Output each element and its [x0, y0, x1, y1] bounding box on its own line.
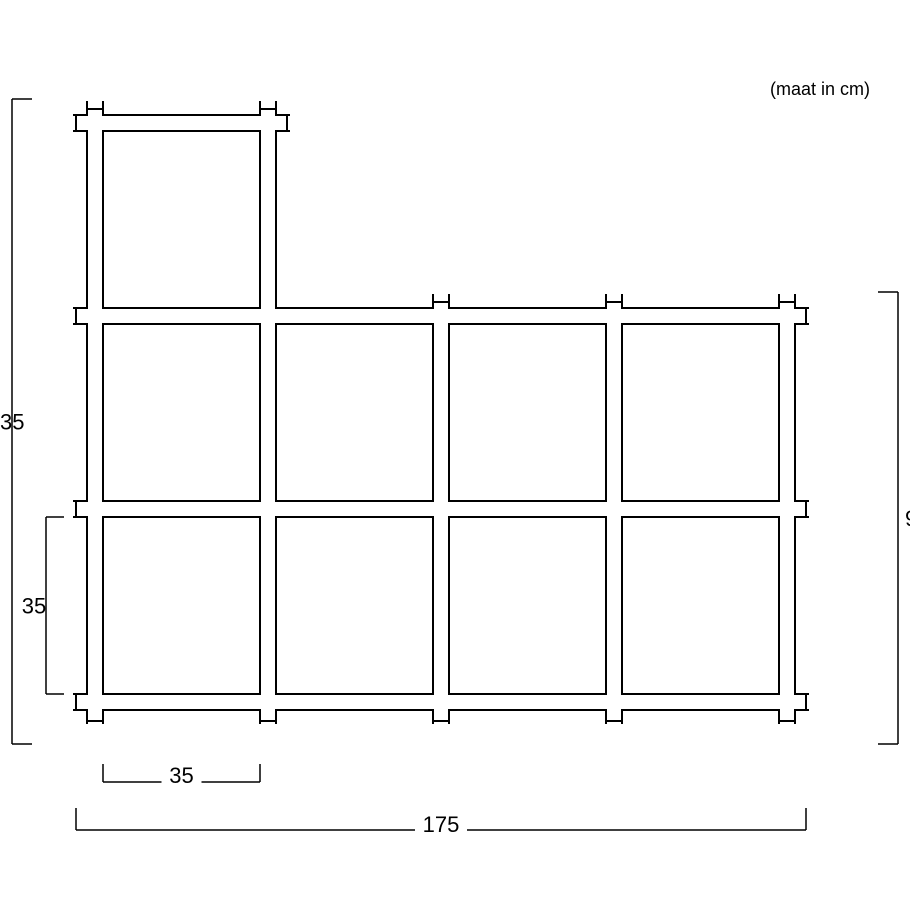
dim-right-partial-label: 9	[905, 506, 910, 531]
lattice-grid	[73, 101, 809, 724]
unit-note: (maat in cm)	[770, 79, 870, 99]
technical-drawing: 35 35 35 175 9 (maat in cm)	[0, 0, 910, 910]
dim-overall-width-label: 175	[423, 812, 460, 837]
dim-left-overall-label: 35	[0, 410, 24, 435]
dim-cell-height-label: 35	[22, 594, 46, 619]
dimension-lines: 35 35 35 175 9	[0, 99, 910, 838]
dim-cell-width-label: 35	[169, 763, 193, 788]
